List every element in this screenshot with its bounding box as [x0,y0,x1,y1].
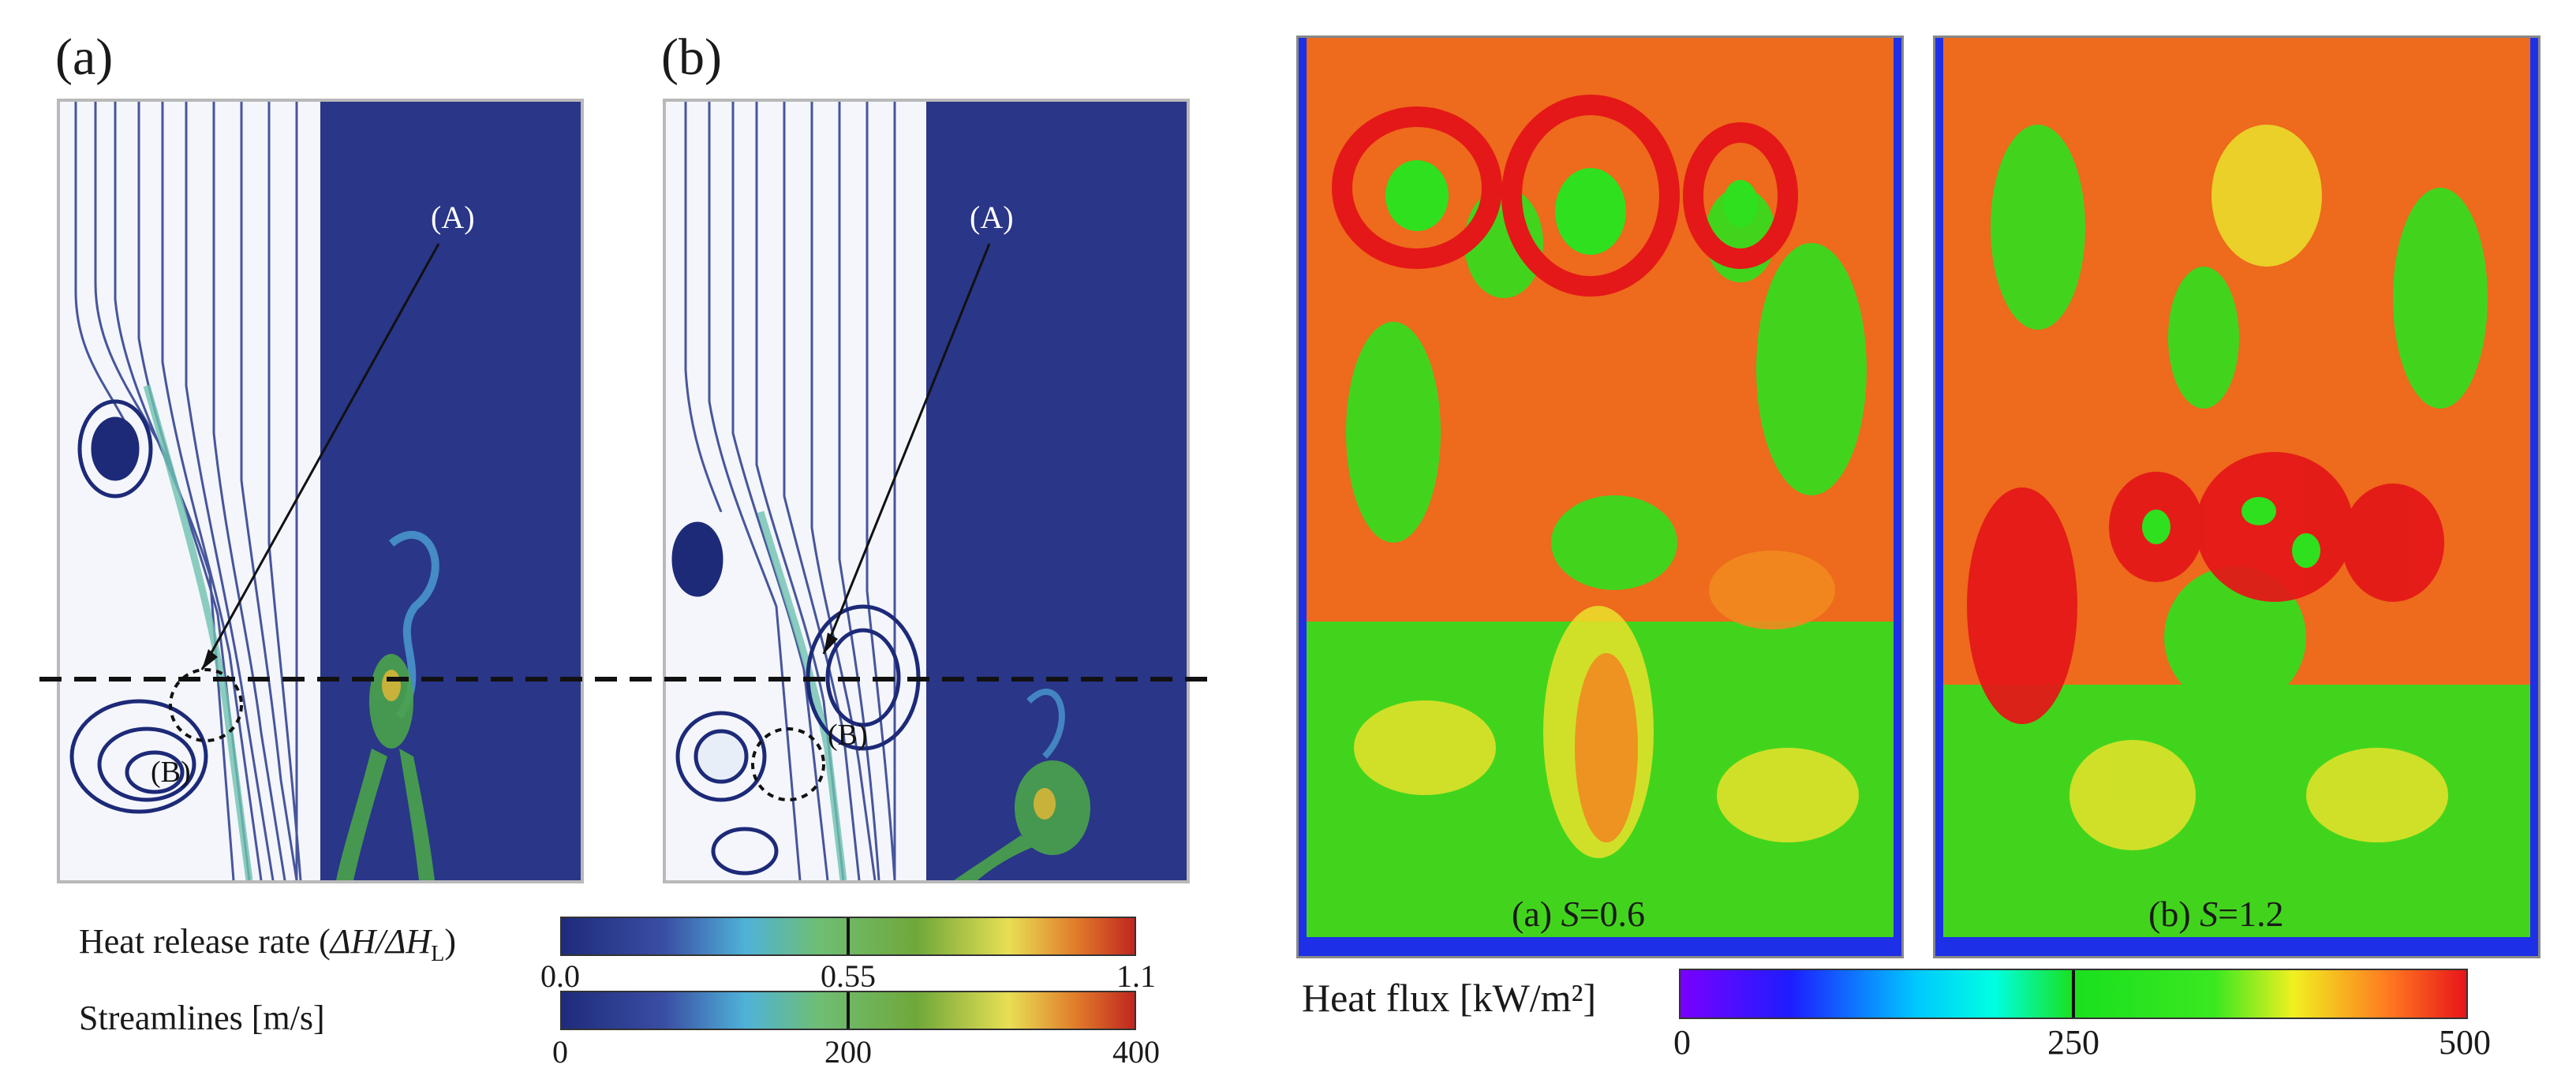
marker-b-label-b: (B) [828,719,868,752]
streamlines-colorbar [560,991,1136,1030]
marker-a-label-b: (A) [970,200,1014,235]
reference-dashed-line [39,677,1207,682]
heatflux-colorbar-label: Heat flux [kW/m²] [1302,976,1597,1020]
panel-label-b: (b) [661,28,722,86]
marker-a-label: (A) [431,200,475,235]
heatflux-tick-1: 250 [2047,1023,2099,1062]
heatflux-tick-2: 500 [2439,1023,2491,1062]
heatflux-colorbar [1679,969,2468,1019]
hrr-tick-1: 0.55 [821,958,876,994]
hrr-tick-0: 0.0 [540,958,580,994]
heatflux-map-a: (a) S=0.6 [1296,35,1904,958]
streamlines-tick-2: 400 [1112,1034,1160,1070]
hrr-tick-2: 1.1 [1116,958,1156,994]
heatflux-caption-a: (a) S=0.6 [1512,894,1646,934]
marker-b-label: (B) [151,756,191,789]
heatflux-caption-b: (b) S=1.2 [2148,894,2284,934]
panel-b-image: (A) (B) [663,99,1190,883]
heatflux-tick-0: 0 [1673,1023,1691,1062]
panel-label-a: (a) [55,28,114,86]
streamlines-tick-1: 200 [824,1034,872,1070]
hrr-colorbar [560,917,1136,956]
streamlines-tick-0: 0 [552,1034,568,1070]
streamlines-colorbar-label: Streamlines [m/s] [79,999,325,1037]
hrr-colorbar-label: Heat release rate (ΔH/ΔHL) [79,922,456,966]
heatflux-map-b: (b) S=1.2 [1933,35,2540,958]
panel-a-image: (A) (B) [57,99,584,883]
